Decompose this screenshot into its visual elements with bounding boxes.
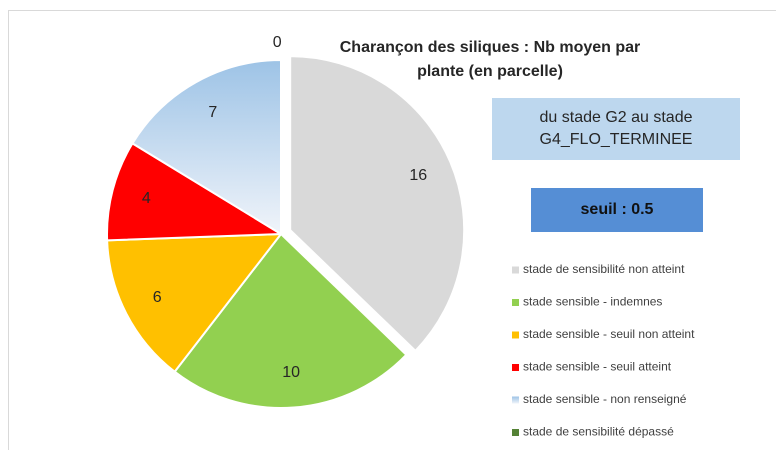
legend-label: stade sensible - indemnes bbox=[523, 295, 662, 309]
pie-slice bbox=[173, 232, 408, 409]
legend-swatch bbox=[512, 266, 519, 274]
pie-slice bbox=[106, 232, 284, 374]
legend-label: stade sensible - non renseigné bbox=[523, 392, 687, 406]
legend-label: stade de sensibilité non atteint bbox=[523, 262, 685, 276]
data-label: 6 bbox=[153, 289, 162, 306]
legend-label: stade sensible - seuil atteint bbox=[523, 360, 672, 374]
pie-slice bbox=[131, 58, 282, 236]
legend-swatch bbox=[512, 396, 519, 404]
stage-box: du stade G2 au stade G4_FLO_TERMINEE bbox=[492, 98, 740, 160]
legend-label: stade sensible - seuil non atteint bbox=[523, 327, 695, 341]
data-label: 10 bbox=[282, 364, 300, 381]
data-label: 16 bbox=[409, 167, 427, 184]
chart-title: Charançon des siliques : Nb moyen par pl… bbox=[339, 39, 641, 80]
legend-swatch bbox=[512, 299, 519, 306]
legend-label: stade de sensibilité dépassé bbox=[523, 425, 674, 439]
data-label: 0 bbox=[273, 34, 282, 51]
data-label: 4 bbox=[142, 190, 151, 207]
legend-swatch bbox=[512, 429, 519, 436]
pie-slice bbox=[106, 141, 285, 242]
pie-slice bbox=[289, 55, 466, 353]
data-label: 7 bbox=[208, 104, 217, 121]
frame bbox=[8, 10, 776, 450]
legend-swatch bbox=[512, 364, 519, 371]
legend-swatch bbox=[512, 331, 519, 339]
threshold-box: seuil : 0.5 bbox=[531, 188, 703, 232]
